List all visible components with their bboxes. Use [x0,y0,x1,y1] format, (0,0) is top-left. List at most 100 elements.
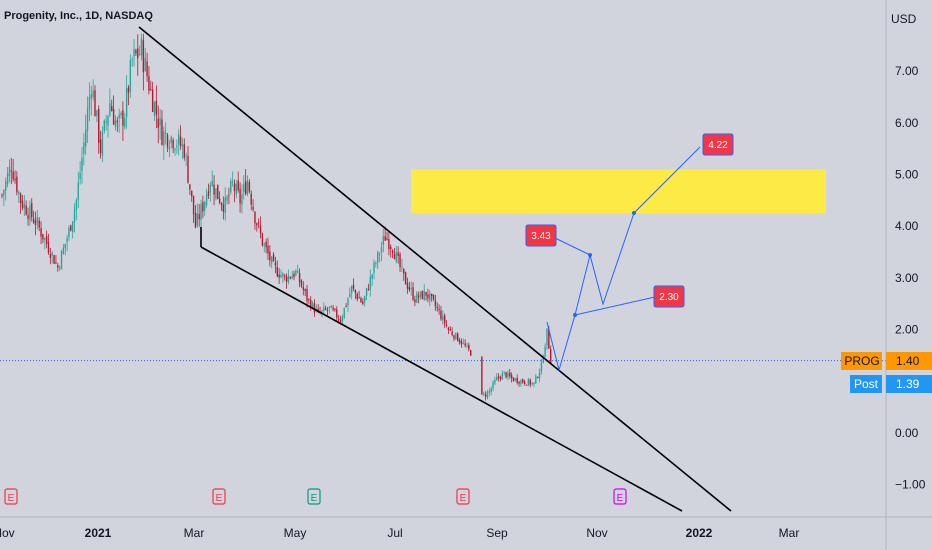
candle-body [527,379,530,386]
candle-body [246,180,249,195]
candle-body [284,275,286,277]
time-tick-label: Sep [486,526,508,540]
candle-body [377,251,379,263]
candle-body [349,293,351,297]
candle-body [412,287,414,300]
projection-point[interactable] [588,253,592,257]
candle-body [525,384,528,386]
candle-body [432,295,435,300]
earnings-marker[interactable]: E [4,488,18,505]
candle-body [47,242,50,253]
projection-point[interactable] [632,211,636,215]
candle-body [369,276,371,290]
candle-body [215,188,217,199]
candle-body [501,373,504,380]
projection-label[interactable]: 4.22 [702,133,734,156]
candle-body [137,48,139,59]
candle-body [287,275,290,282]
candle-body [484,394,487,397]
candle-body [181,144,184,147]
candle-body [356,293,358,300]
candle-body [512,377,515,382]
candle-body [16,176,18,193]
candle-body [509,372,511,377]
candle-body [38,220,40,228]
candle-body [222,204,225,212]
candle-body [375,262,377,265]
candle-body [10,170,12,172]
candle-body [291,275,293,280]
candle-body [529,379,531,385]
candle-body [365,287,368,296]
candle-body [250,193,252,205]
candle-body [358,297,360,299]
candle-body [520,380,522,385]
candle-body [239,188,241,204]
candle-body [265,241,267,248]
projection-link-a [574,296,656,316]
candle-body [1,194,3,196]
earnings-marker[interactable]: E [212,488,226,505]
candle-body [254,211,256,224]
candle-body [163,130,165,146]
candle-body [243,183,245,193]
projection-label[interactable]: 3.43 [525,224,557,247]
candle-body [483,393,485,395]
projection-label[interactable]: 2.30 [653,285,685,308]
time-axis[interactable]: Nov 2021 Mar May Jul Sep Nov 2022 Mar [0,526,799,540]
candle-body [538,372,541,379]
earnings-marker[interactable]: E [456,488,470,505]
candle-body [421,291,424,299]
candle-body [185,155,187,157]
earnings-marker-label: E [311,493,318,504]
candle-body [447,327,450,330]
upper-trendline[interactable] [138,26,732,512]
candle-body [81,157,83,172]
prog-price-tag[interactable]: PROG 1.40 [841,352,932,370]
candle-body [228,194,230,196]
price-tick-label: 6.00 [895,116,919,130]
candle-body [257,222,260,224]
candle-body [347,298,349,306]
candle-body [27,215,29,219]
candle-body [345,305,347,307]
candle-body [5,180,7,191]
candle-body [103,120,105,131]
candle-body [42,233,44,240]
candle-body [380,247,383,253]
candle-body [135,50,137,54]
candle-body [183,144,185,158]
lower-trendline[interactable] [200,246,683,512]
candle-body [64,243,66,249]
candle-body [406,283,409,289]
candle-body [321,310,323,313]
earnings-marker[interactable]: E [307,488,321,505]
post-price-tag[interactable]: Post 1.39 [850,375,932,393]
candle-body [302,286,305,290]
price-tick-label: 3.00 [895,271,919,285]
earnings-marker[interactable]: E [613,488,627,505]
candle-body [150,89,152,91]
candle-body [337,319,340,321]
candle-body [192,195,195,215]
price-tick-label: −1.00 [895,478,926,492]
candle-body [194,213,197,228]
candle-body [112,108,115,125]
candle-body [96,110,98,116]
candle-body [25,205,27,215]
candle-body [462,342,464,344]
target-zone[interactable] [411,169,826,214]
candle-body [168,147,171,150]
candle-body [386,238,388,240]
candle-body [85,129,87,147]
candle-body [419,291,422,297]
candle-body [153,102,156,116]
projection-point[interactable] [573,313,577,317]
candle-body [224,197,226,213]
candle-body [410,288,412,290]
candle-body [384,236,386,241]
candle-body [271,256,273,263]
candle-body [51,252,53,256]
candle-body [486,391,489,398]
